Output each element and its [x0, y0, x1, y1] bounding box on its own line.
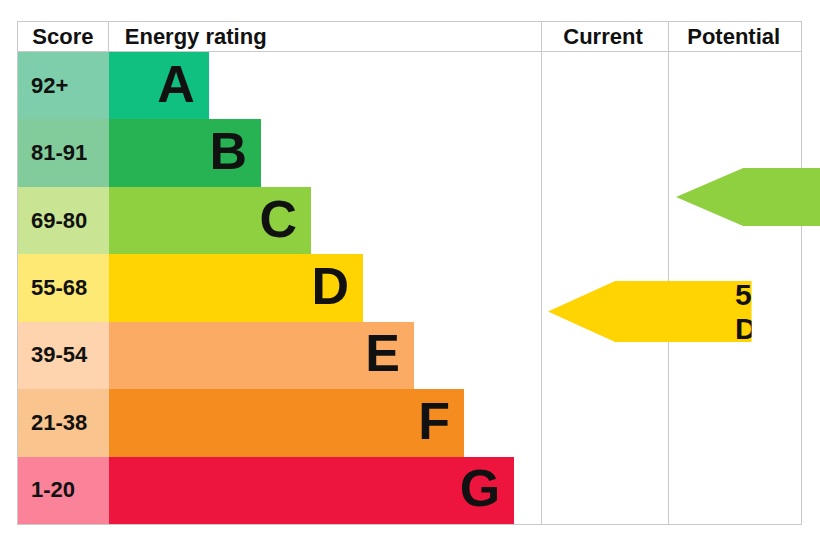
rating-bar-f: F: [109, 389, 464, 456]
energy-rating-area-e: E: [109, 322, 541, 389]
band-row-g: 1-20 G: [18, 457, 801, 524]
rating-bar-d: D: [109, 254, 363, 321]
score-range-c: 69-80: [18, 187, 109, 254]
energy-rating-area-d: D: [109, 254, 541, 321]
band-letter-d: D: [311, 260, 363, 312]
band-letter-g: G: [460, 462, 514, 514]
rating-bar-b: B: [109, 119, 261, 186]
rating-bar-c: C: [109, 187, 311, 254]
energy-rating-area-a: A: [109, 52, 541, 119]
energy-rating-area-c: C: [109, 187, 541, 254]
energy-rating-area-g: G: [109, 457, 541, 524]
potential-column-divider: [668, 22, 669, 524]
band-row-f: 21-38 F: [18, 389, 801, 456]
score-range-f: 21-38: [18, 389, 109, 456]
table-header-row: Score Energy rating Current Potential: [18, 22, 801, 52]
band-row-b: 81-91 B: [18, 119, 801, 186]
header-energy-rating: Energy rating: [109, 22, 540, 51]
header-potential: Potential: [666, 22, 801, 51]
score-range-b: 81-91: [18, 119, 109, 186]
band-letter-b: B: [210, 125, 262, 177]
score-range-e: 39-54: [18, 322, 109, 389]
score-range-a: 92+: [18, 52, 109, 119]
band-letter-c: C: [260, 193, 312, 245]
score-range-g: 1-20: [18, 457, 109, 524]
energy-rating-area-b: B: [109, 119, 541, 186]
energy-rating-area-f: F: [109, 389, 541, 456]
rating-bar-a: A: [109, 52, 209, 119]
epc-rating-page: Score Energy rating Current Potential 92…: [0, 0, 820, 547]
header-score: Score: [18, 22, 109, 51]
score-range-d: 55-68: [18, 254, 109, 321]
epc-rating-table: Score Energy rating Current Potential 92…: [17, 21, 802, 525]
band-row-a: 92+ A: [18, 52, 801, 119]
band-letter-e: E: [365, 327, 414, 379]
band-letter-f: F: [418, 395, 464, 447]
rating-bar-e: E: [109, 322, 414, 389]
rating-bar-g: G: [109, 457, 514, 524]
header-current: Current: [540, 22, 667, 51]
current-column-divider: [541, 22, 542, 524]
band-letter-a: A: [157, 58, 209, 110]
